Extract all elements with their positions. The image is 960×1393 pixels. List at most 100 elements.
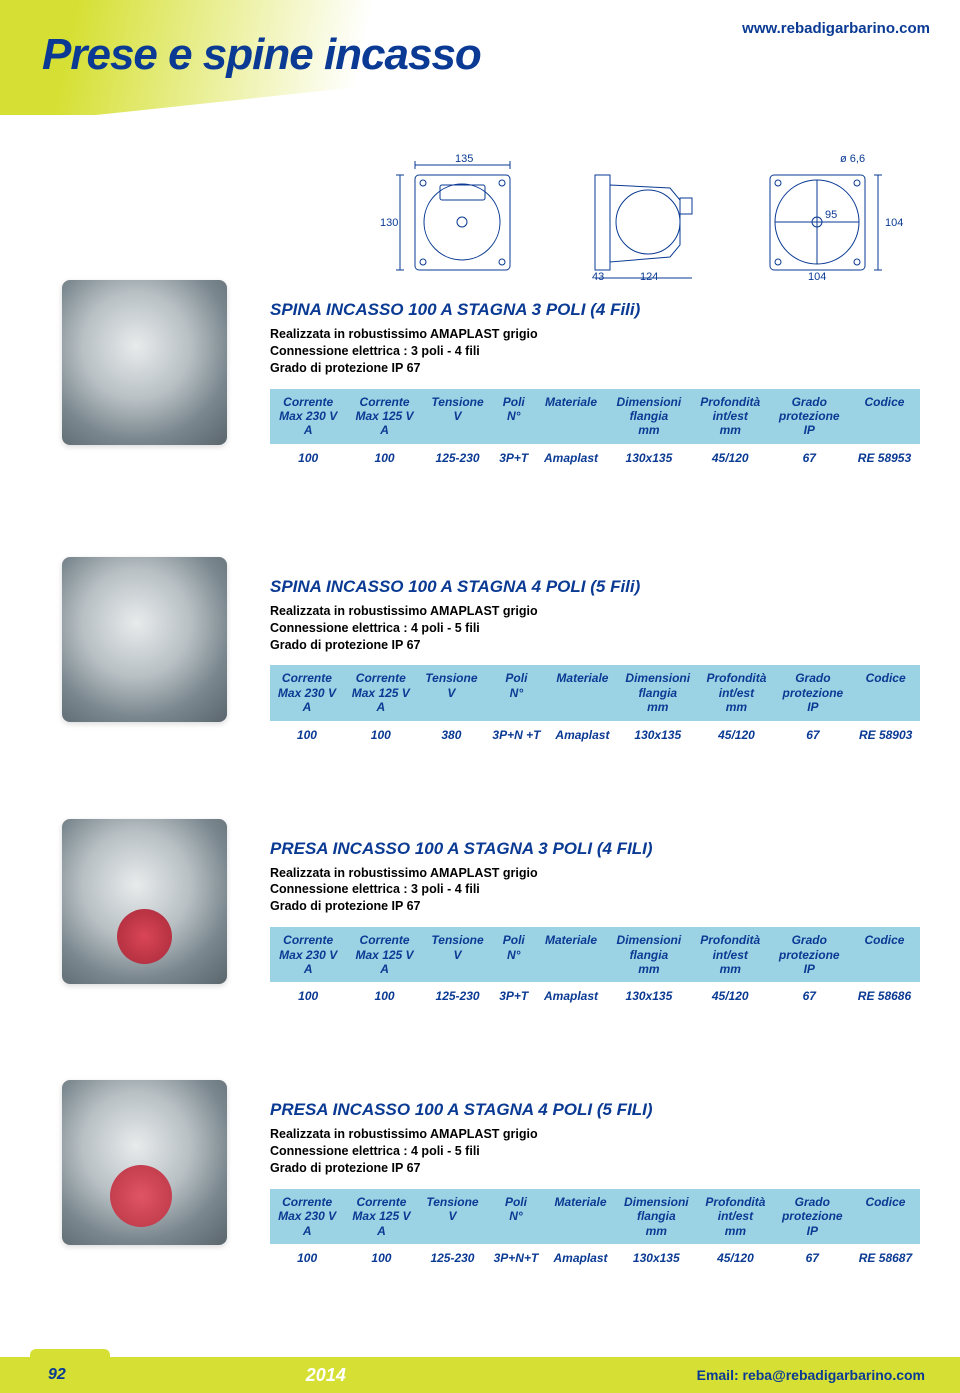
product-section: PRESA INCASSO 100 A STAGNA 4 POLI (5 FIL… (0, 1100, 960, 1272)
table-header-cell: TensioneV (423, 389, 493, 444)
table-header-cell: CorrenteMax 125 VA (346, 927, 422, 982)
table-cell: 67 (774, 1244, 851, 1272)
product-section: PRESA INCASSO 100 A STAGNA 3 POLI (4 FIL… (0, 839, 960, 1011)
table-header-cell: GradoprotezioneIP (770, 389, 849, 444)
table-cell: 67 (770, 444, 849, 472)
spec-table: CorrenteMax 230 VACorrenteMax 125 VATens… (270, 927, 920, 1010)
table-cell: 100 (344, 721, 418, 749)
table-cell: 100 (270, 721, 344, 749)
table-header-cell: TensioneV (423, 927, 493, 982)
table-cell: Amaplast (546, 1244, 616, 1272)
table-header-cell: TensioneV (419, 1189, 487, 1244)
table-cell: 125-230 (423, 444, 493, 472)
table-header-cell: PoliN° (485, 665, 548, 720)
table-header-cell: Profonditàint/estmm (697, 1189, 773, 1244)
spec-table: CorrenteMax 230 VACorrenteMax 125 VATens… (270, 665, 920, 748)
product-section: SPINA INCASSO 100 A STAGNA 4 POLI (5 Fil… (0, 577, 960, 749)
table-cell: RE 58686 (849, 982, 920, 1010)
website-url: www.rebadigarbarino.com (742, 20, 930, 37)
table-header-cell: CorrenteMax 125 VA (344, 665, 418, 720)
product-title: SPINA INCASSO 100 A STAGNA 3 POLI (4 Fil… (270, 300, 920, 320)
table-cell: 45/120 (691, 444, 770, 472)
table-header-cell: Codice (849, 389, 920, 444)
product-description: Realizzata in robustissimo AMAPLAST grig… (270, 326, 920, 377)
table-header-cell: PoliN° (492, 389, 535, 444)
table-cell: 3P+N +T (485, 721, 548, 749)
product-image (62, 819, 227, 984)
table-cell: 380 (418, 721, 485, 749)
table-header-cell: GradoprotezioneIP (770, 927, 849, 982)
table-cell: 45/120 (691, 982, 770, 1010)
table-header-cell: GradoprotezioneIP (774, 665, 851, 720)
table-header-cell: GradoprotezioneIP (774, 1189, 851, 1244)
table-cell: 130x135 (615, 1244, 697, 1272)
table-cell: 100 (270, 444, 346, 472)
table-row: 100100125-2303P+TAmaplast130x13545/12067… (270, 982, 920, 1010)
table-cell: 100 (270, 1244, 344, 1272)
product-body: PRESA INCASSO 100 A STAGNA 3 POLI (4 FIL… (270, 839, 920, 1011)
table-header-cell: PoliN° (492, 927, 535, 982)
product-description: Realizzata in robustissimo AMAPLAST grig… (270, 603, 920, 654)
table-cell: 67 (770, 982, 849, 1010)
table-cell: 130x135 (607, 982, 691, 1010)
product-section: SPINA INCASSO 100 A STAGNA 3 POLI (4 Fil… (0, 300, 960, 472)
table-header-cell: Profonditàint/estmm (691, 927, 770, 982)
table-header-cell: Profonditàint/estmm (698, 665, 774, 720)
table-cell: 130x135 (617, 721, 698, 749)
table-row: 100100125-2303P+N+TAmaplast130x13545/120… (270, 1244, 920, 1272)
svg-text:104: 104 (808, 271, 826, 280)
footer-bar: 92 2014 Email: reba@rebadigarbarino.com (0, 1357, 960, 1393)
table-cell: 45/120 (697, 1244, 773, 1272)
product-body: SPINA INCASSO 100 A STAGNA 4 POLI (5 Fil… (270, 577, 920, 749)
svg-text:43: 43 (592, 271, 604, 280)
spec-table: CorrenteMax 230 VACorrenteMax 125 VATens… (270, 1189, 920, 1272)
table-header-cell: Materiale (535, 389, 607, 444)
table-cell: 3P+T (492, 444, 535, 472)
table-header-cell: Dimensioniflangiamm (617, 665, 698, 720)
table-cell: Amaplast (548, 721, 617, 749)
table-header-cell: Profonditàint/estmm (691, 389, 770, 444)
page-title: Prese e spine incasso (42, 30, 481, 80)
table-cell: 130x135 (607, 444, 691, 472)
table-cell: 45/120 (698, 721, 774, 749)
product-description: Realizzata in robustissimo AMAPLAST grig… (270, 1126, 920, 1177)
table-header-cell: Codice (851, 1189, 920, 1244)
product-description: Realizzata in robustissimo AMAPLAST grig… (270, 865, 920, 916)
table-header-cell: Materiale (548, 665, 617, 720)
table-cell: RE 58953 (849, 444, 920, 472)
table-header-cell: CorrenteMax 230 VA (270, 665, 344, 720)
table-cell: 100 (270, 982, 346, 1010)
svg-text:ø 6,6: ø 6,6 (840, 153, 865, 165)
footer-year: 2014 (306, 1365, 346, 1386)
product-title: SPINA INCASSO 100 A STAGNA 4 POLI (5 Fil… (270, 577, 920, 597)
footer-email: Email: reba@rebadigarbarino.com (697, 1367, 925, 1383)
table-cell: 67 (774, 721, 851, 749)
product-title: PRESA INCASSO 100 A STAGNA 4 POLI (5 FIL… (270, 1100, 920, 1120)
spec-table: CorrenteMax 230 VACorrenteMax 125 VATens… (270, 389, 920, 472)
table-cell: 125-230 (423, 982, 493, 1010)
table-cell: 100 (346, 444, 422, 472)
table-row: 100100125-2303P+TAmaplast130x13545/12067… (270, 444, 920, 472)
table-header-cell: CorrenteMax 125 VA (346, 389, 422, 444)
table-cell: Amaplast (535, 982, 607, 1010)
table-cell: 100 (344, 1244, 418, 1272)
svg-text:104: 104 (885, 217, 903, 229)
main-content: 135 130 104 95 104 124 43 ø 6,6 SPINA IN… (0, 150, 960, 1362)
svg-text:95: 95 (825, 209, 837, 221)
table-header-cell: PoliN° (486, 1189, 545, 1244)
table-header-cell: CorrenteMax 230 VA (270, 1189, 344, 1244)
product-body: PRESA INCASSO 100 A STAGNA 4 POLI (5 FIL… (270, 1100, 920, 1272)
table-cell: 3P+N+T (486, 1244, 545, 1272)
table-row: 1001003803P+N +TAmaplast130x13545/12067R… (270, 721, 920, 749)
table-cell: 3P+T (492, 982, 535, 1010)
table-header-cell: CorrenteMax 230 VA (270, 389, 346, 444)
table-header-cell: Materiale (535, 927, 607, 982)
svg-text:124: 124 (640, 271, 658, 280)
table-header-cell: CorrenteMax 125 VA (344, 1189, 418, 1244)
product-body: SPINA INCASSO 100 A STAGNA 3 POLI (4 Fil… (270, 300, 920, 472)
product-image (62, 1080, 227, 1245)
product-title: PRESA INCASSO 100 A STAGNA 3 POLI (4 FIL… (270, 839, 920, 859)
table-header-cell: Dimensioniflangiamm (607, 389, 691, 444)
table-cell: 100 (346, 982, 422, 1010)
table-header-cell: Dimensioniflangiamm (607, 927, 691, 982)
